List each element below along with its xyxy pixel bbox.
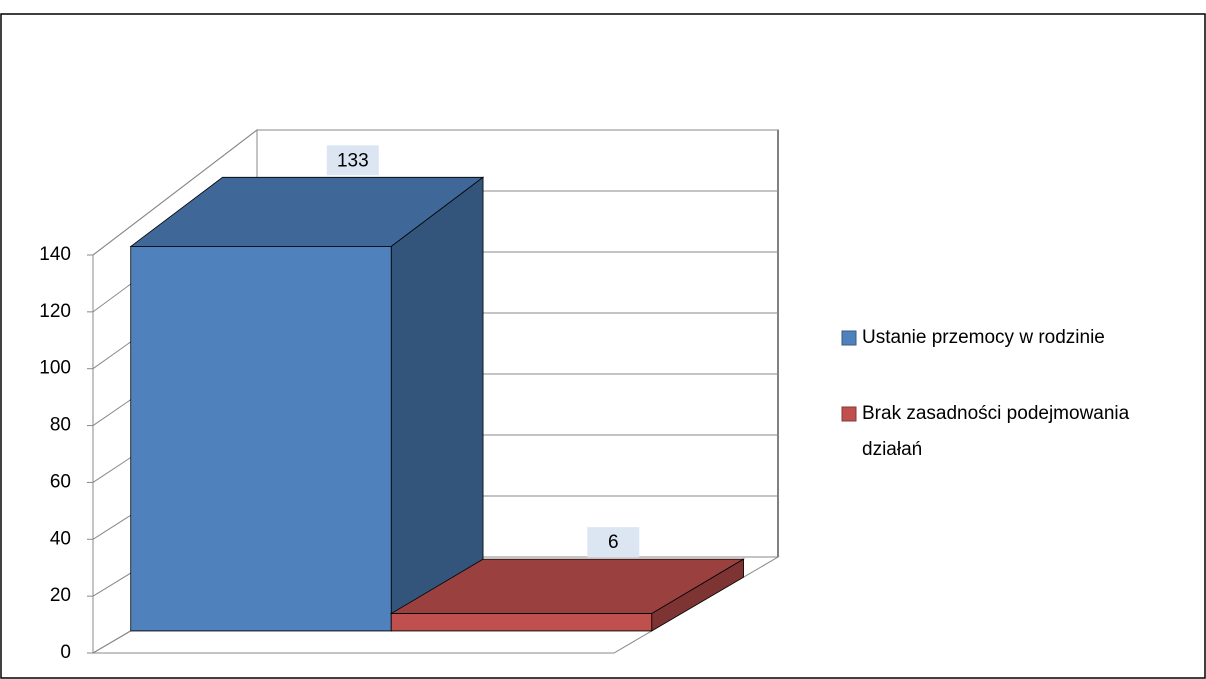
legend-swatch: [841, 406, 857, 422]
y-tick-label: 80: [50, 415, 71, 436]
legend-label: Brak zasadności podejmowania działań: [862, 403, 1130, 460]
y-tick-label: 60: [50, 471, 71, 492]
y-tick-label: 40: [50, 528, 71, 549]
y-tick-label: 140: [39, 244, 71, 265]
value-label-text: 6: [608, 532, 619, 553]
value-label: 6: [587, 527, 640, 558]
bar: [130, 246, 392, 632]
y-tick-label: 100: [39, 358, 71, 379]
legend-swatch: [841, 330, 857, 346]
grid-line: [92, 129, 778, 256]
bar-side: [390, 176, 484, 632]
value-label-box: [587, 527, 640, 558]
y-tick-label: 20: [50, 585, 71, 606]
legend-label: Ustanie przemocy w rodzinie: [862, 327, 1105, 348]
y-tick-label: 0: [60, 642, 71, 663]
y-tick-label: 120: [39, 301, 71, 322]
value-label-box: [326, 145, 379, 176]
bar: [390, 613, 653, 632]
value-label: 133: [326, 145, 379, 176]
value-label-text: 133: [337, 150, 369, 171]
